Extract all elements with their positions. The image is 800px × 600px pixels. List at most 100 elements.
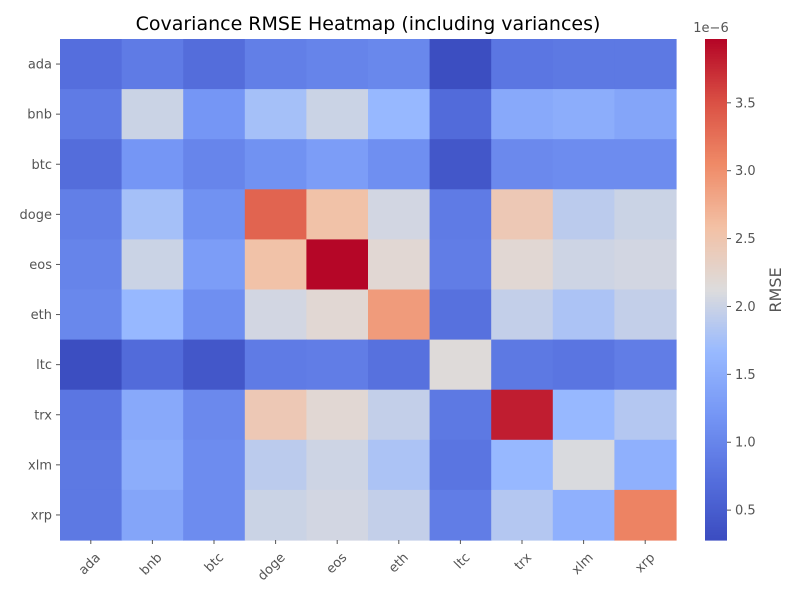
y-tick-label-trx: trx [34, 408, 52, 423]
heatmap-cell-ltc-xrp [614, 339, 677, 391]
colorbar-segment [705, 76, 727, 80]
colorbar-segment [705, 119, 727, 123]
colorbar-segment [705, 527, 727, 531]
heatmap-cell-xrp-ltc [429, 489, 492, 541]
colorbar-segment [705, 534, 727, 539]
heatmap-cell-eos-bnb [121, 239, 184, 291]
heatmap-cell-eos-ltc [429, 239, 492, 291]
colorbar-segment [705, 39, 727, 43]
colorbar-segment [705, 234, 727, 238]
heatmap-cell-xrp-xlm [552, 489, 615, 541]
x-tick-label-ada: ada [76, 550, 104, 578]
colorbar-segment [705, 364, 727, 368]
colorbar-segment [705, 134, 727, 138]
x-tick-labels: ada bnb btc doge eos eth ltc trx xlm xrp [76, 540, 658, 584]
colorbar-segment [705, 482, 727, 486]
heatmap-cell-ada-doge [244, 39, 307, 90]
heatmap-cell-xrp-doge [244, 489, 307, 541]
heatmap-cell-doge-trx [491, 189, 554, 240]
heatmap-cell-bnb-bnb [121, 89, 184, 140]
colorbar-segment [705, 249, 727, 253]
colorbar-segment [705, 389, 727, 393]
colorbar-segment [705, 204, 727, 208]
colorbar-segment [705, 129, 727, 133]
colorbar-segment [705, 412, 727, 416]
colorbar-segment [705, 342, 727, 346]
heatmap-cell-xlm-ltc [429, 439, 492, 491]
heatmap-cells [60, 39, 677, 541]
heatmap-cell-ltc-ada [60, 339, 123, 391]
heatmap-cell-trx-btc [183, 389, 246, 441]
colorbar-segment [705, 84, 727, 88]
heatmap-cell-xrp-btc [183, 489, 246, 541]
heatmap-cell-btc-eos [306, 139, 369, 190]
colorbar: 0.5 1.0 1.5 2.0 2.5 3.0 3.5 [705, 39, 756, 541]
colorbar-segment [705, 314, 727, 318]
heatmap-cell-eos-trx [491, 239, 554, 291]
y-tick-label-eos: eos [29, 258, 52, 273]
chart-title: Covariance RMSE Heatmap (including varia… [136, 13, 601, 35]
colorbar-segment [705, 404, 727, 408]
colorbar-tick-label: 3.0 [735, 164, 756, 179]
colorbar-segment [705, 529, 727, 534]
colorbar-segment [705, 324, 727, 328]
colorbar-segment [705, 59, 727, 63]
colorbar-segment [705, 99, 727, 103]
colorbar-segment [705, 339, 727, 343]
heatmap-cell-eos-eos [306, 239, 369, 291]
colorbar-segment [705, 201, 727, 205]
colorbar-segment [705, 309, 727, 313]
colorbar-segment [705, 437, 727, 441]
heatmap-cell-eth-xlm [552, 289, 615, 341]
heatmap-cell-eos-btc [183, 239, 246, 291]
colorbar-segment [705, 176, 727, 180]
colorbar-segment [705, 146, 727, 150]
colorbar-segment [705, 382, 727, 386]
heatmap-cell-btc-doge [244, 139, 307, 190]
heatmap-cell-eth-eos [306, 289, 369, 341]
colorbar-segment [705, 439, 727, 443]
colorbar-segment [705, 81, 727, 85]
colorbar-segment [705, 149, 727, 153]
colorbar-segment [705, 61, 727, 65]
colorbar-segment [705, 299, 727, 303]
colorbar-segment [705, 317, 727, 321]
heatmap-cell-bnb-doge [244, 89, 307, 140]
x-tick-label-ltc: ltc [452, 550, 474, 572]
colorbar-segment [705, 499, 727, 504]
colorbar-segment [705, 276, 727, 281]
colorbar-segment [705, 69, 727, 73]
colorbar-segment [705, 86, 727, 90]
colorbar-segment [705, 417, 727, 421]
heatmap-cell-bnb-ltc [429, 89, 492, 140]
colorbar-segment [705, 474, 727, 478]
colorbar-segment [705, 329, 727, 333]
colorbar-segment [705, 174, 727, 178]
colorbar-segment [705, 289, 727, 293]
colorbar-segment [705, 392, 727, 396]
colorbar-segment [705, 241, 727, 246]
colorbar-segment [705, 427, 727, 431]
colorbar-segment [705, 271, 727, 276]
colorbar-segment [705, 332, 727, 336]
heatmap-cell-ada-xlm [552, 39, 615, 90]
heatmap-cell-xlm-eth [368, 439, 431, 491]
colorbar-segment [705, 261, 727, 266]
heatmap-cell-bnb-xrp [614, 89, 677, 140]
colorbar-segment [705, 194, 727, 198]
colorbar-segment [705, 229, 727, 233]
colorbar-segment [705, 422, 727, 426]
heatmap-cell-trx-eth [368, 389, 431, 441]
colorbar-segment [705, 231, 727, 235]
x-tick-label-eth: eth [386, 550, 412, 576]
colorbar-segment [705, 414, 727, 418]
heatmap-cell-eth-xrp [614, 289, 677, 341]
heatmap-cell-btc-xrp [614, 139, 677, 190]
heatmap-cell-doge-xlm [552, 189, 615, 240]
colorbar-segment [705, 337, 727, 341]
colorbar-segment [705, 114, 727, 118]
colorbar-segment [705, 522, 727, 526]
heatmap-cell-ada-trx [491, 39, 554, 90]
colorbar-segment [705, 49, 727, 53]
colorbar-segment [705, 124, 727, 128]
